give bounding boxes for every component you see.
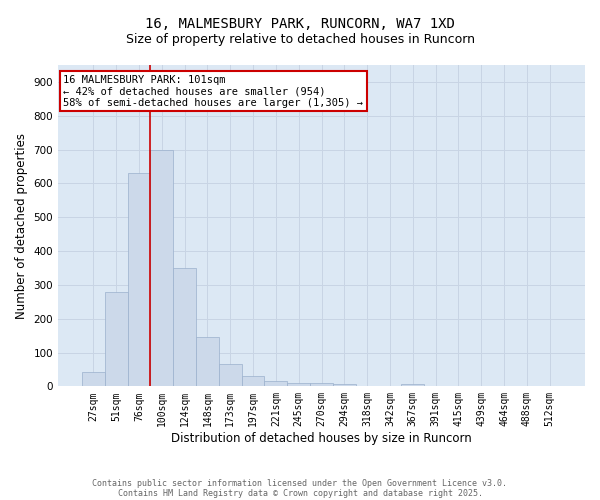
Bar <box>151 150 173 386</box>
Text: Size of property relative to detached houses in Runcorn: Size of property relative to detached ho… <box>125 32 475 46</box>
Bar <box>105 292 128 386</box>
Text: Contains public sector information licensed under the Open Government Licence v3: Contains public sector information licen… <box>92 478 508 488</box>
Bar <box>287 383 310 386</box>
Text: 16 MALMESBURY PARK: 101sqm
← 42% of detached houses are smaller (954)
58% of sem: 16 MALMESBURY PARK: 101sqm ← 42% of deta… <box>64 74 364 108</box>
Bar <box>333 384 356 386</box>
Text: 16, MALMESBURY PARK, RUNCORN, WA7 1XD: 16, MALMESBURY PARK, RUNCORN, WA7 1XD <box>145 18 455 32</box>
Bar <box>242 376 265 386</box>
Bar <box>310 383 333 386</box>
X-axis label: Distribution of detached houses by size in Runcorn: Distribution of detached houses by size … <box>171 432 472 445</box>
Bar <box>265 382 287 386</box>
Bar <box>196 338 219 386</box>
Text: Contains HM Land Registry data © Crown copyright and database right 2025.: Contains HM Land Registry data © Crown c… <box>118 488 482 498</box>
Bar <box>173 268 196 386</box>
Bar <box>219 364 242 386</box>
Y-axis label: Number of detached properties: Number of detached properties <box>15 132 28 318</box>
Bar <box>128 173 151 386</box>
Bar <box>401 384 424 386</box>
Bar <box>82 372 105 386</box>
